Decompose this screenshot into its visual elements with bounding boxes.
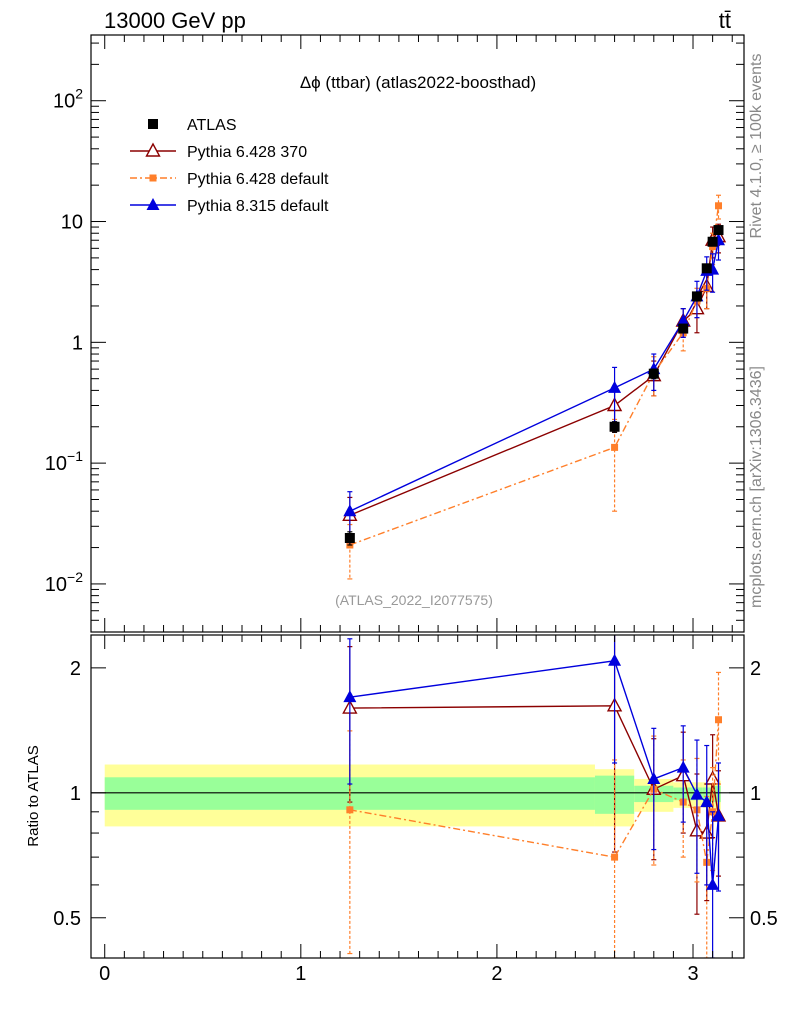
ratio-point-pythia-8-315-default	[700, 795, 714, 808]
main-point-atlas	[707, 236, 718, 247]
ratio-point-pythia-8-315-default	[608, 653, 622, 666]
legend-marker-pythia-6-428-370	[145, 142, 161, 157]
main-point-pythia-8-315-default	[343, 504, 357, 517]
main-plot-title: Δϕ (ttbar) (atlas2022-boosthad)	[300, 73, 536, 92]
main-series-pythia-8-315-default	[343, 225, 726, 544]
ratio-point-pythia-6-428-default	[346, 806, 354, 814]
legend-label-pythia-6-428-default: Pythia 6.428 default	[187, 171, 329, 188]
ratio-series-pythia-8-315-default	[343, 635, 726, 958]
main-y-tick-exponent: 2	[75, 86, 83, 102]
main-axis-ticks	[91, 35, 744, 633]
legend: ATLAS Pythia 6.428 370 Pythia 6.428 defaul…	[130, 117, 329, 215]
legend-marker-pythia-6-428-default	[149, 174, 157, 182]
main-point-atlas	[344, 532, 355, 543]
ratio-point-pythia-8-315-default	[712, 808, 726, 821]
main-y-tick-exponent: −2	[67, 569, 83, 585]
ratio-y-tick-label-left: 2	[70, 658, 81, 680]
main-point-pythia-8-315-default	[676, 314, 690, 327]
main-line-pythia-8-315-default	[349, 240, 720, 512]
main-point-atlas	[713, 225, 724, 236]
x-tick-label: 1	[295, 963, 306, 985]
main-point-atlas	[678, 323, 689, 334]
main-y-tick-label: 102	[53, 86, 83, 113]
ratio-y-tick-label-right: 0.5	[750, 908, 778, 930]
ratio-point-pythia-8-315-default	[647, 771, 661, 784]
header-process-label: tt̄	[719, 8, 731, 33]
ratio-axis-ticks	[91, 635, 744, 959]
ratio-uncertainty-band-inner	[702, 787, 709, 803]
main-frame	[90, 34, 745, 633]
ratio-frame	[90, 634, 745, 959]
main-series-pythia-6-428-default	[346, 194, 723, 580]
main-y-tick-base: 10	[61, 212, 83, 234]
x-tick-label: 0	[99, 963, 110, 985]
main-line-pythia-6-428-370	[349, 236, 719, 516]
main-point-atlas	[691, 291, 702, 302]
main-plot-area	[342, 194, 727, 580]
legend-label-atlas: ATLAS	[187, 117, 237, 134]
main-y-tick-exponent: −1	[67, 448, 83, 464]
ratio-y-tick-label-left: 1	[70, 783, 81, 805]
ratio-uncertainty-band-inner	[714, 785, 721, 803]
legend-marker-atlas	[148, 119, 158, 129]
ratio-point-pythia-6-428-default	[715, 716, 723, 724]
ratio-y-tick-label-right: 1	[750, 783, 761, 805]
ratio-point-pythia-6-428-default	[611, 853, 619, 861]
main-y-tick-label: 1	[72, 332, 83, 354]
ratio-point-pythia-8-315-default	[343, 690, 357, 703]
legend-label-pythia-8-315-default: Pythia 8.315 default	[187, 198, 329, 215]
main-y-tick-label: 10−1	[45, 448, 83, 475]
main-y-tick-base: 1	[72, 332, 83, 354]
ratio-y-tick-label-left: 0.5	[53, 908, 81, 930]
main-point-pythia-6-428-default	[715, 202, 723, 210]
legend-marker-pythia-8-315-default	[146, 198, 160, 210]
ratio-point-pythia-8-315-default	[706, 877, 720, 890]
ratio-y-tick-labels: 0.5 0.5 1 1 2 2	[53, 658, 778, 930]
main-y-tick-base: 10	[45, 574, 67, 596]
ratio-panel: 0.5 0.5 1 1 2 2 0 1 2 3 Ratio to ATLAS	[25, 634, 778, 985]
legend-item-pythia-6-428-370: Pythia 6.428 370	[130, 142, 307, 161]
mcplots-reference-label: mcplots.cern.ch [arXiv:1306.3436]	[748, 366, 765, 608]
main-line-pythia-6-428-default	[349, 205, 720, 546]
x-tick-labels: 0 1 2 3	[99, 963, 698, 985]
ratio-point-pythia-8-315-default	[690, 787, 704, 800]
main-point-pythia-6-428-default	[611, 443, 619, 451]
x-tick-label: 3	[687, 963, 698, 985]
main-y-tick-base: 10	[45, 453, 67, 475]
analysis-watermark: (ATLAS_2022_I2077575)	[335, 592, 493, 608]
legend-label-pythia-6-428-370: Pythia 6.428 370	[187, 144, 307, 161]
ratio-y-tick-label-right: 2	[750, 658, 761, 680]
ratio-line-pythia-6-428-default	[349, 719, 720, 863]
legend-item-pythia-8-315-default: Pythia 8.315 default	[130, 198, 329, 215]
main-point-atlas	[701, 263, 712, 274]
main-series-atlas	[344, 225, 724, 546]
main-point-pythia-8-315-default	[608, 380, 622, 393]
header-energy-label: 13000 GeV pp	[104, 8, 246, 33]
main-y-tick-base: 10	[53, 91, 75, 113]
x-tick-label: 2	[491, 963, 502, 985]
main-point-atlas	[648, 368, 659, 379]
ratio-line-pythia-6-428-370	[349, 705, 720, 834]
legend-item-pythia-6-428-default: Pythia 6.428 default	[130, 171, 329, 188]
ratio-point-pythia-8-315-default	[676, 760, 690, 773]
rivet-version-label: Rivet 4.1.0, ≥ 100k events	[748, 54, 765, 239]
main-series-pythia-6-428-370	[342, 223, 727, 544]
ratio-y-axis-label: Ratio to ATLAS	[25, 745, 42, 846]
ratio-uncertainty-band-inner	[708, 787, 715, 803]
main-point-atlas	[609, 421, 620, 432]
legend-item-atlas: ATLAS	[148, 117, 237, 134]
ratio-line-pythia-8-315-default	[349, 660, 720, 885]
main-y-tick-label: 10−2	[45, 569, 83, 596]
main-y-tick-label: 10	[61, 212, 83, 234]
ratio-plot-area	[91, 635, 744, 958]
